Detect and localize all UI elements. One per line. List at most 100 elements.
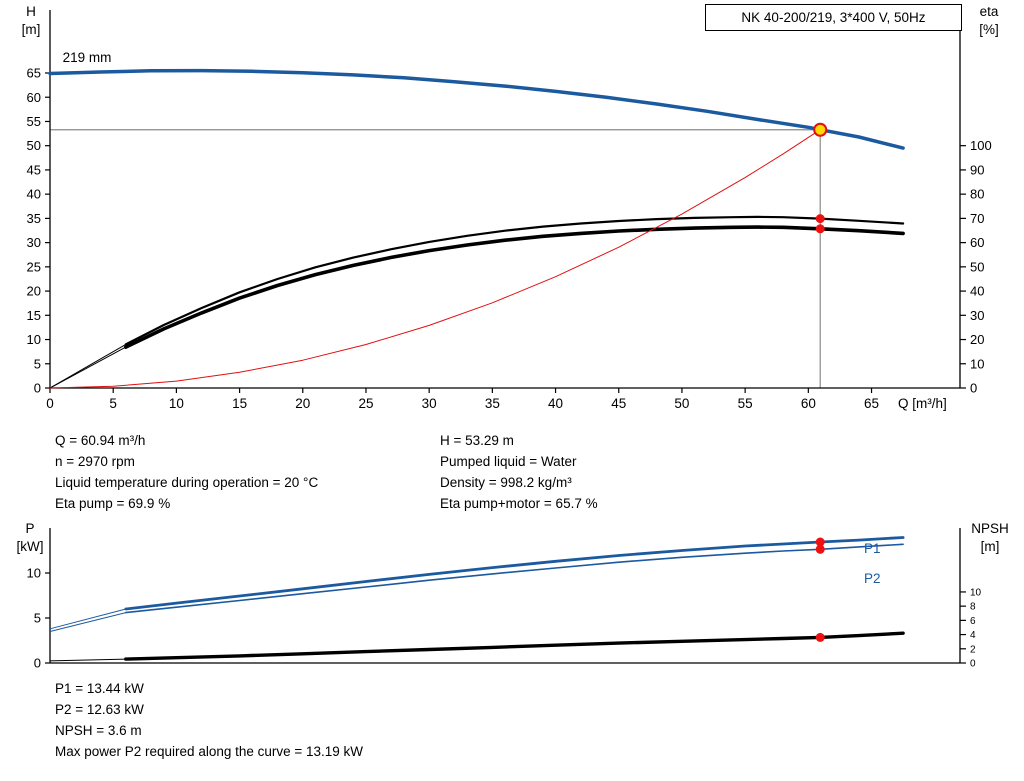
left-tick-label: 20 <box>27 284 41 299</box>
left-tick-label: 0 <box>34 381 41 396</box>
info-line-n: n = 2970 rpm <box>55 454 135 469</box>
right-tick-label: 10 <box>970 587 982 598</box>
info-line-eta-pump: Eta pump = 69.9 % <box>55 496 171 511</box>
left-tick-label: 15 <box>27 308 41 323</box>
left-tick-label: 0 <box>34 656 41 671</box>
info-line-density: Density = 998.2 kg/m³ <box>440 475 572 490</box>
left-tick-label: 60 <box>27 90 41 105</box>
x-tick-label: 0 <box>46 396 54 411</box>
left-tick-label: 5 <box>34 356 41 371</box>
npsh-point <box>815 632 825 642</box>
left-tick-label: 65 <box>27 66 41 81</box>
eta-axis-label-symbol: eta <box>979 4 999 19</box>
p-axis-label: P [kW] <box>6 520 54 556</box>
h-axis-label: H [m] <box>8 3 54 39</box>
x-tick-label: 20 <box>295 396 310 411</box>
duty-point <box>813 122 828 137</box>
x-tick-label: 55 <box>738 396 753 411</box>
performance-chart: 0510152025303540455055606501020304050607… <box>27 10 992 411</box>
right-tick-label: 2 <box>970 644 976 655</box>
h-axis-label-unit: [m] <box>21 22 41 37</box>
head-219mm-curve <box>48 68 905 150</box>
info-line-liquid: Pumped liquid = Water <box>440 454 577 469</box>
left-tick-label: 5 <box>34 611 41 626</box>
eta-pump-motor-curve <box>124 225 905 349</box>
power-info: P1 = 13.44 kW P2 = 12.63 kW NPSH = 3.6 m… <box>55 678 363 762</box>
info-line-temp: Liquid temperature during operation = 20… <box>55 475 319 490</box>
info-line-h: H = 53.29 m <box>440 433 514 448</box>
pump-title: NK 40-200/219, 3*400 V, 50Hz <box>741 10 926 25</box>
npsh-curve <box>124 631 905 661</box>
info-line-p2: P2 = 12.63 kW <box>55 702 144 717</box>
eta-axis-label: eta [%] <box>963 3 1015 39</box>
npsh-axis-label: NPSH [m] <box>960 520 1020 556</box>
impeller-diameter-label: 219 mm <box>63 50 112 65</box>
x-tick-label: 10 <box>169 396 184 411</box>
info-line-eta-total: Eta pump+motor = 65.7 % <box>440 496 598 511</box>
info-line-q: Q = 60.94 m³/h <box>55 433 146 448</box>
right-tick-label: 6 <box>970 616 976 627</box>
info-line-p1: P1 = 13.44 kW <box>55 681 144 696</box>
right-tick-label: 8 <box>970 602 976 613</box>
q-axis-label: Q [m³/h] <box>898 395 988 413</box>
left-tick-label: 40 <box>27 187 41 202</box>
x-tick-label: 45 <box>611 396 626 411</box>
p1-point <box>815 537 825 547</box>
power-npsh-chart: 0 5 10 0 2 4 6 8 10 P1 P2 <box>27 528 982 671</box>
left-tick-label: 50 <box>27 138 41 153</box>
right-tick-label: 30 <box>970 308 984 323</box>
x-tick-label: 40 <box>548 396 563 411</box>
eta-pump-point <box>815 214 825 224</box>
right-tick-label: 50 <box>970 259 984 274</box>
eta-motor-point <box>815 224 825 234</box>
npsh-axis-label-unit: [m] <box>980 539 1000 554</box>
eta-pump-motor-curve-lead <box>49 226 904 389</box>
x-tick-label: 5 <box>109 396 117 411</box>
right-tick-label: 20 <box>970 332 984 347</box>
x-tick-label: 35 <box>485 396 500 411</box>
info-line-npsh: NPSH = 3.6 m <box>55 723 142 738</box>
p2-curve-label: P2 <box>864 571 881 586</box>
p1-curve-label: P1 <box>864 541 881 556</box>
left-tick-label: 10 <box>27 332 41 347</box>
x-tick-label: 25 <box>358 396 373 411</box>
right-tick-label: 10 <box>970 356 984 371</box>
h-axis-label-symbol: H <box>26 4 36 19</box>
duty-info-right: H = 53.29 m Pumped liquid = Water Densit… <box>440 430 598 514</box>
right-tick-label: 0 <box>970 659 976 670</box>
p2-point <box>815 544 825 554</box>
x-tick-label: 65 <box>864 396 879 411</box>
p2-curve <box>125 543 904 614</box>
right-tick-label: 0 <box>970 381 977 396</box>
pump-title-box: NK 40-200/219, 3*400 V, 50Hz <box>705 4 962 31</box>
right-tick-label: 80 <box>970 187 984 202</box>
x-tick-label: 30 <box>422 396 437 411</box>
duty-info-left: Q = 60.94 m³/h n = 2970 rpm Liquid tempe… <box>55 430 318 514</box>
left-tick-label: 45 <box>27 162 41 177</box>
left-tick-label: 35 <box>27 211 41 226</box>
info-line-maxpower: Max power P2 required along the curve = … <box>55 744 364 759</box>
q-axis-label-text: Q [m³/h] <box>898 396 947 411</box>
right-tick-label: 40 <box>970 284 984 299</box>
right-tick-label: 70 <box>970 211 984 226</box>
right-tick-label: 90 <box>970 162 984 177</box>
x-tick-label: 50 <box>674 396 689 411</box>
p-axis-label-symbol: P <box>25 521 35 536</box>
right-tick-label: 100 <box>970 138 992 153</box>
x-tick-label: 15 <box>232 396 247 411</box>
left-tick-label: 25 <box>27 259 41 274</box>
system-curve-curve <box>49 129 821 389</box>
left-tick-label: 55 <box>27 114 41 129</box>
p-axis-label-unit: [kW] <box>16 539 44 554</box>
eta-pump-curve <box>124 215 905 346</box>
p1-curve <box>124 536 905 611</box>
right-tick-label: 4 <box>970 630 976 641</box>
right-tick-label: 60 <box>970 235 984 250</box>
p2-curve-lead <box>49 543 904 632</box>
left-tick-label: 30 <box>27 235 41 250</box>
eta-axis-label-unit: [%] <box>979 22 999 37</box>
x-tick-label: 60 <box>801 396 816 411</box>
left-tick-label: 10 <box>27 566 41 581</box>
